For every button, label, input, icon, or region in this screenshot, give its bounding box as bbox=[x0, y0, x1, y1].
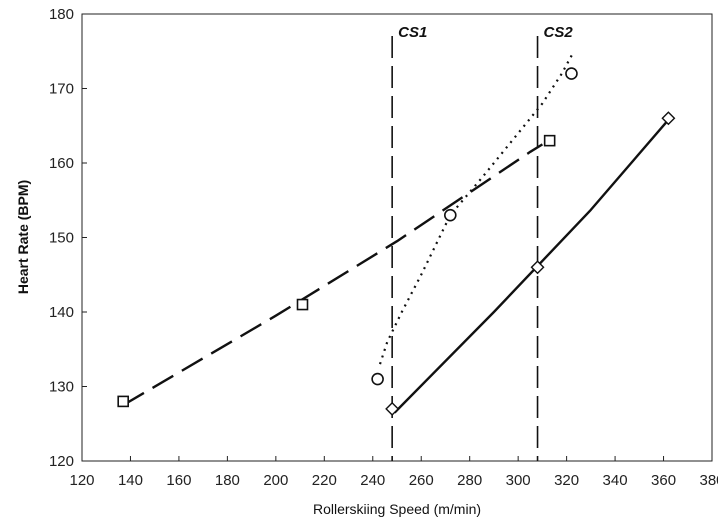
diamond-data-point bbox=[661, 111, 676, 126]
circle-data-point bbox=[444, 208, 457, 222]
x-tick-label: 340 bbox=[603, 472, 628, 489]
x-tick-label: 360 bbox=[651, 472, 676, 489]
circle-data-point bbox=[371, 372, 384, 386]
x-tick-label: 260 bbox=[409, 472, 434, 489]
y-axis-title: Heart Rate (BPM) bbox=[15, 180, 31, 294]
x-tick-label: 380 bbox=[699, 472, 718, 489]
diamond-data-point bbox=[385, 401, 400, 416]
y-tick-label: 180 bbox=[49, 6, 74, 23]
x-tick-label: 300 bbox=[506, 472, 531, 489]
y-tick-label: 150 bbox=[49, 230, 74, 247]
square-series-fit-line bbox=[122, 143, 544, 407]
x-tick-label: 200 bbox=[263, 472, 288, 489]
diamond-series-fit-line bbox=[393, 119, 670, 414]
x-tick-label: 160 bbox=[166, 472, 191, 489]
y-tick-label: 160 bbox=[49, 155, 74, 172]
square-data-point bbox=[296, 298, 309, 311]
y-tick-label: 120 bbox=[49, 453, 74, 470]
x-tick-label: 220 bbox=[312, 472, 337, 489]
x-tick-label: 280 bbox=[457, 472, 482, 489]
circle-data-point bbox=[565, 67, 578, 80]
square-data-point bbox=[117, 395, 129, 408]
x-tick-label: 120 bbox=[69, 472, 94, 489]
y-tick-label: 130 bbox=[49, 379, 74, 396]
threshold-label: CS1 bbox=[398, 24, 427, 41]
x-tick-label: 140 bbox=[118, 472, 143, 489]
diamond-data-point bbox=[530, 260, 545, 275]
y-tick-label: 140 bbox=[49, 304, 74, 321]
x-axis-title: Rollerskiing Speed (m/min) bbox=[313, 501, 481, 517]
threshold-label: CS2 bbox=[544, 24, 574, 41]
y-tick-label: 170 bbox=[49, 81, 74, 98]
x-tick-label: 240 bbox=[360, 472, 385, 489]
x-tick-label: 320 bbox=[554, 472, 579, 489]
x-tick-label: 180 bbox=[215, 472, 240, 489]
circle-series-fit-line bbox=[378, 50, 575, 365]
plot-frame bbox=[81, 13, 713, 462]
square-data-point bbox=[543, 134, 556, 147]
